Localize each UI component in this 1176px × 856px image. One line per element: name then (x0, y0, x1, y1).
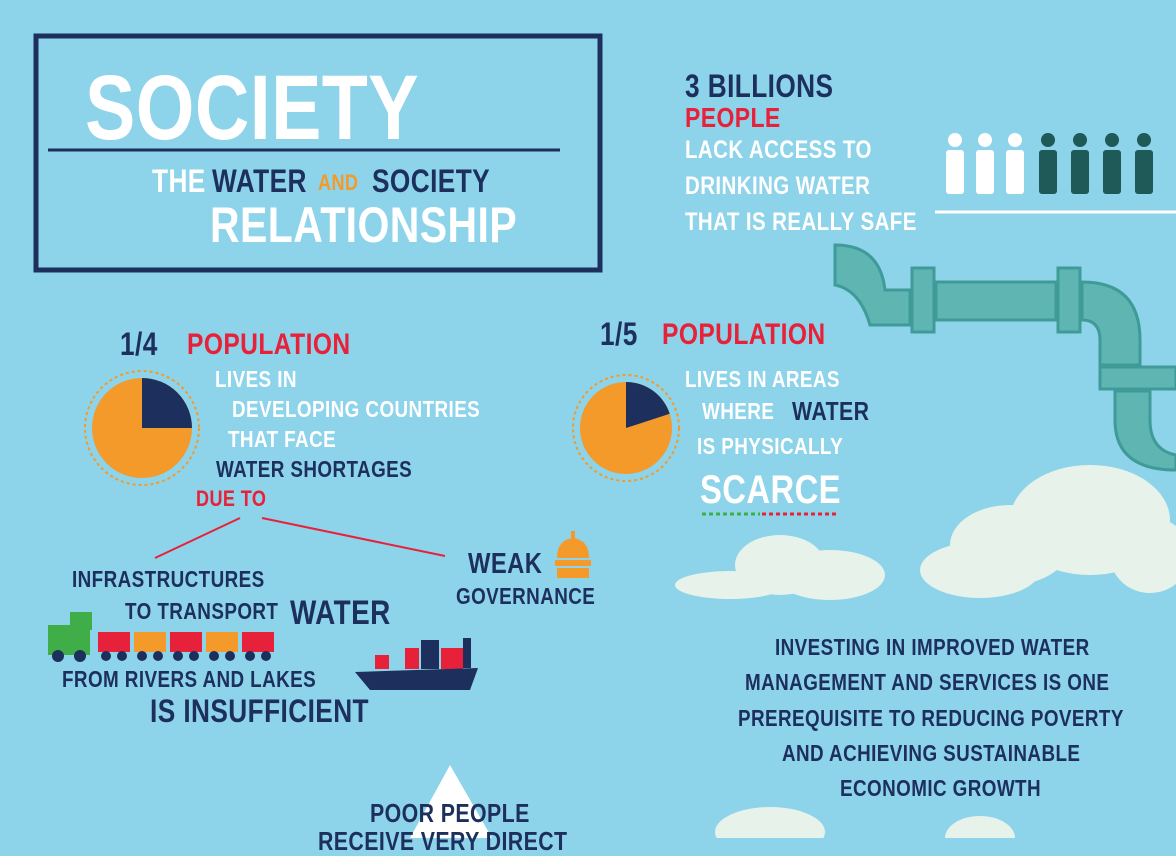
title: SOCIETY (85, 62, 419, 154)
text: THAT FACE (228, 428, 336, 451)
text: INVESTING IN IMPROVED WATER (775, 636, 1090, 659)
subtitle: THE (152, 165, 206, 197)
connector (155, 518, 240, 558)
fraction: 1/4 (120, 328, 158, 360)
people-icons (946, 133, 1153, 194)
stat-text: THAT IS REALLY SAFE (685, 210, 917, 235)
text: SCARCE (700, 470, 841, 510)
text: WHERE (702, 400, 774, 423)
text: GOVERNANCE (456, 585, 595, 608)
stat-amount: 3 BILLIONS (685, 70, 833, 102)
text: PREREQUISITE TO REDUCING POVERTY (738, 707, 1124, 730)
pie (85, 371, 199, 485)
text: DEVELOPING COUNTRIES (232, 398, 480, 421)
text: IS PHYSICALLY (697, 435, 843, 458)
subtitle: SOCIETY (372, 165, 490, 197)
text: DUE TO (196, 488, 266, 510)
text: AND ACHIEVING SUSTAINABLE (782, 742, 1080, 765)
subtitle: RELATIONSHIP (210, 200, 517, 250)
text: WATER (290, 596, 391, 630)
stat-text: DRINKING WATER (685, 174, 870, 199)
text: TO TRANSPORT (125, 600, 278, 623)
text: MANAGEMENT AND SERVICES IS ONE (745, 671, 1109, 694)
fraction-label: POPULATION (662, 320, 826, 350)
pie-slice (142, 378, 192, 428)
fraction: 1/5 (600, 318, 638, 350)
stat-text: LACK ACCESS TO (685, 138, 872, 163)
text: INFRASTRUCTURES (72, 568, 265, 591)
text: LIVES IN (215, 368, 297, 391)
pipes (835, 245, 1176, 470)
text: FROM RIVERS AND LAKES (62, 668, 316, 691)
text: LIVES IN AREAS (685, 368, 840, 391)
stat-label: PEOPLE (685, 104, 781, 132)
governance-icon (555, 531, 591, 578)
infographic: {"header":{"title":"SOCIETY","subtitle":… (0, 0, 1176, 838)
text: ECONOMIC GROWTH (840, 777, 1041, 800)
connector (262, 518, 445, 556)
subtitle: AND (318, 172, 358, 194)
text: WATER (792, 398, 869, 424)
text: RECEIVE VERY DIRECT (318, 828, 567, 854)
text: WEAK (468, 550, 542, 579)
text: IS INSUFFICIENT (150, 695, 369, 727)
pie (573, 375, 679, 481)
subtitle: WATER (212, 165, 307, 197)
text: POOR PEOPLE (370, 800, 530, 826)
ship (355, 638, 478, 690)
fraction-label: POPULATION (187, 330, 351, 360)
text: WATER SHORTAGES (216, 458, 412, 481)
